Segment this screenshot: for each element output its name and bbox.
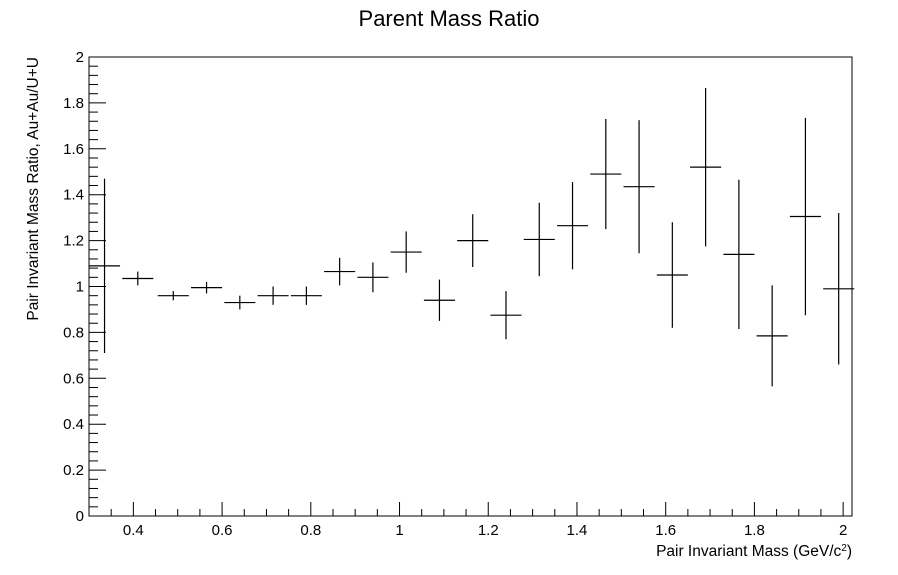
- y-axis: 0 0.2 0.4 0.6 0.8 1 1.2 1.4 1.6 1.8 2: [63, 49, 106, 525]
- y-tick-label: 0.2: [63, 462, 84, 479]
- x-tick-label: 0.4: [123, 522, 144, 539]
- x-axis-label-close: ): [847, 543, 852, 560]
- x-tick-label: 1.6: [655, 522, 676, 539]
- x-tick-label: 0.6: [212, 522, 233, 539]
- y-tick-label: 1.8: [63, 95, 84, 112]
- x-tick-label: 1.4: [567, 522, 588, 539]
- y-tick-label: 2: [76, 49, 84, 66]
- x-tick-label: 1: [395, 522, 403, 539]
- x-tick-label: 0.8: [300, 522, 321, 539]
- y-tick-label: 1.2: [63, 233, 84, 250]
- y-tick-label: 1.6: [63, 141, 84, 158]
- y-tick-label: 1: [76, 279, 84, 296]
- y-axis-label: Pair Invariant Mass Ratio, Au+Au/U+U: [25, 57, 42, 321]
- x-axis-label-main: Pair Invariant Mass (GeV/c: [656, 543, 841, 560]
- data-points: [89, 87, 855, 387]
- y-tick-label: 0.4: [63, 416, 84, 433]
- x-axis-label-superscript: 2: [841, 543, 847, 554]
- y-tick-label: 0.8: [63, 324, 84, 341]
- x-axis-label: Pair Invariant Mass (GeV/c2): [656, 543, 852, 561]
- plot-frame: [88, 56, 853, 517]
- y-tick-label: 0.6: [63, 370, 84, 387]
- x-tick-label: 1.8: [744, 522, 765, 539]
- x-tick-label: 2: [839, 522, 847, 539]
- x-axis: 0.4 0.6 0.8 1 1.2 1.4 1.6 1.8 2: [88, 502, 847, 539]
- x-tick-label: 1.2: [478, 522, 499, 539]
- y-tick-label: 0: [76, 508, 84, 525]
- chart-title: Parent Mass Ratio: [359, 6, 540, 31]
- y-tick-label: 1.4: [63, 187, 84, 204]
